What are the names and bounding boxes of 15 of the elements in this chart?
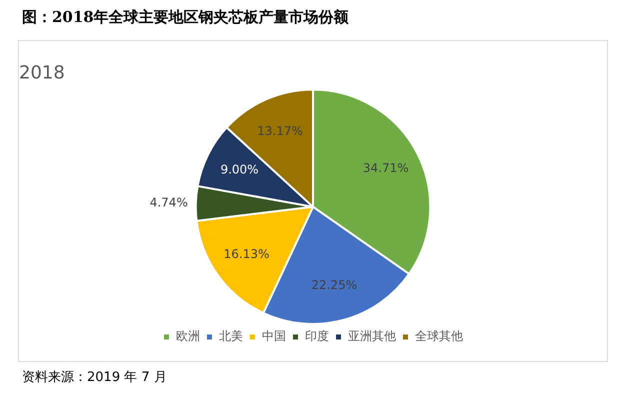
data-label: 34.71% [362,161,409,176]
data-label: 9.00% [220,162,259,176]
data-label: 16.13% [224,247,270,262]
chart-subtitle: 2018 [19,62,65,84]
chart-title: 图：2018年全球主要地区钢夹芯板产量市场份额 [22,8,349,27]
legend-label: 印度 [305,329,329,344]
legend-label: 北美 [219,329,243,344]
legend-label: 亚洲其他 [348,329,396,344]
data-label: 22.25% [311,278,358,292]
text: 资料来源：2019 年 7 月 [22,369,167,386]
legend-label: 全球其他 [415,329,463,344]
data-label: 13.17% [257,124,303,138]
data-label: 4.74% [150,195,188,210]
legend-label: 欧洲 [176,329,200,344]
legend-label: 中国 [262,329,286,344]
